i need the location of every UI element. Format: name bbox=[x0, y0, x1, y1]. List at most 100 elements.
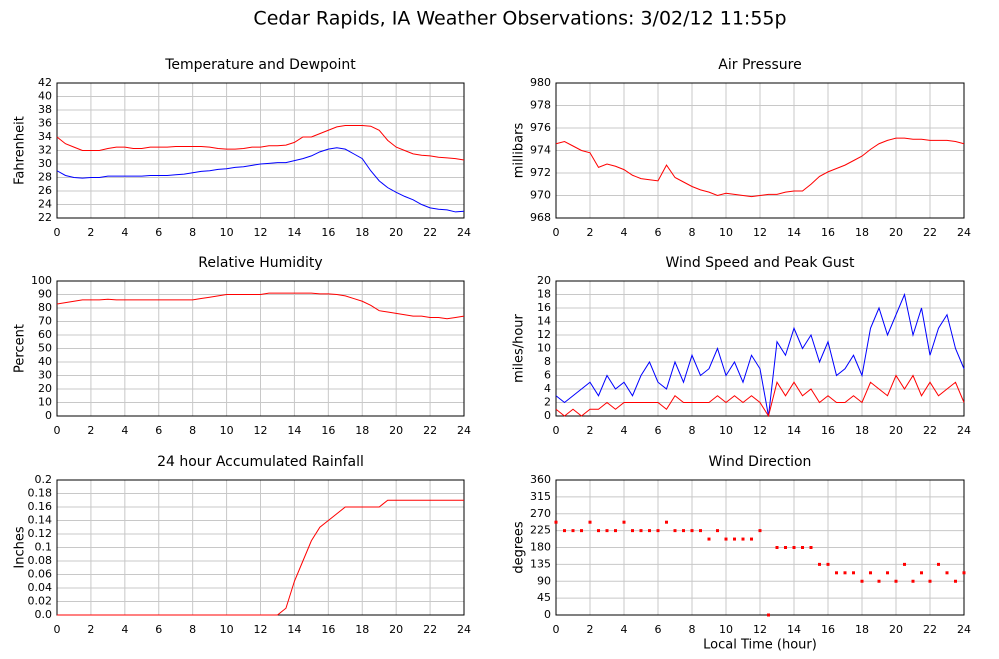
plot-frame bbox=[555, 82, 965, 219]
point bbox=[945, 571, 949, 575]
point bbox=[920, 571, 923, 575]
point bbox=[792, 546, 796, 549]
x-tick-label: 20 bbox=[389, 424, 403, 437]
series-line bbox=[555, 374, 965, 418]
point bbox=[690, 529, 694, 533]
x-tick-label: 18 bbox=[355, 226, 369, 239]
panel-title: Wind Direction bbox=[709, 454, 812, 470]
x-tick-label: 6 bbox=[155, 226, 162, 239]
x-tick-label: 24 bbox=[957, 623, 971, 636]
point bbox=[656, 529, 660, 533]
point bbox=[869, 571, 872, 575]
point bbox=[563, 529, 566, 533]
plot-frame bbox=[56, 280, 465, 417]
x-tick-label: 18 bbox=[855, 226, 869, 239]
x-tick-label: 16 bbox=[321, 424, 335, 437]
y-tick-label: 180 bbox=[530, 541, 551, 554]
x-tick-label: 16 bbox=[821, 623, 835, 636]
panel-title: Air Pressure bbox=[718, 57, 801, 73]
x-tick-label: 14 bbox=[287, 226, 301, 239]
point bbox=[605, 529, 609, 533]
x-tick-label: 24 bbox=[457, 623, 471, 636]
point bbox=[724, 537, 728, 541]
panel-title: Temperature and Dewpoint bbox=[164, 57, 356, 73]
x-tick-label: 4 bbox=[621, 424, 628, 437]
x-tick-label: 18 bbox=[855, 623, 869, 636]
point bbox=[937, 562, 940, 566]
x-tick-label: 24 bbox=[957, 226, 971, 239]
x-tick-label: 2 bbox=[587, 623, 594, 636]
x-tick-label: 14 bbox=[787, 424, 801, 437]
y-tick-label: 22 bbox=[38, 211, 52, 224]
x-tick-label: 6 bbox=[155, 424, 162, 437]
x-tick-label: 24 bbox=[457, 226, 471, 239]
plot-frame bbox=[555, 479, 965, 616]
panel-title: Wind Speed and Peak Gust bbox=[666, 255, 855, 271]
x-tick-label: 8 bbox=[689, 623, 696, 636]
y-tick-label: 968 bbox=[530, 211, 551, 224]
point bbox=[877, 579, 881, 583]
y-tick-label: 18 bbox=[537, 288, 551, 301]
point bbox=[784, 546, 787, 549]
y-tick-label: 976 bbox=[530, 121, 551, 134]
x-tick-label: 14 bbox=[287, 424, 301, 437]
x-tick-label: 8 bbox=[689, 424, 696, 437]
point bbox=[707, 537, 711, 541]
x-tick-label: 12 bbox=[753, 226, 767, 239]
x-tick-label: 12 bbox=[254, 424, 268, 437]
y-tick-label: 0 bbox=[544, 608, 551, 621]
y-tick-label: 80 bbox=[38, 301, 52, 314]
x-tick-label: 12 bbox=[254, 226, 268, 239]
x-tick-label: 2 bbox=[87, 424, 94, 437]
x-tick-label: 4 bbox=[621, 226, 628, 239]
y-tick-label: 26 bbox=[38, 184, 52, 197]
x-tick-label: 18 bbox=[355, 424, 369, 437]
y-tick-label: 270 bbox=[530, 507, 551, 520]
y-tick-label: 8 bbox=[544, 355, 551, 368]
point bbox=[673, 529, 677, 533]
x-tick-label: 6 bbox=[155, 623, 162, 636]
y-tick-label: 20 bbox=[537, 274, 551, 287]
series-line bbox=[57, 499, 464, 616]
y-tick-label: 12 bbox=[537, 328, 551, 341]
x-tick-label: 12 bbox=[254, 623, 268, 636]
y-tick-label: 38 bbox=[38, 103, 52, 116]
y-tick-label: 90 bbox=[38, 288, 52, 301]
y-tick-label: 978 bbox=[530, 99, 551, 112]
series-line bbox=[56, 292, 465, 320]
x-tick-label: 16 bbox=[821, 226, 835, 239]
y-tick-label: 36 bbox=[38, 117, 52, 130]
x-tick-label: 0 bbox=[54, 424, 61, 437]
plot-frame bbox=[555, 280, 965, 417]
point bbox=[928, 579, 932, 583]
x-tick-label: 10 bbox=[220, 424, 234, 437]
y-tick-label: 4 bbox=[544, 382, 551, 395]
x-tick-label: 20 bbox=[389, 623, 403, 636]
x-tick-label: 8 bbox=[189, 226, 196, 239]
y-tick-label: 0 bbox=[544, 409, 551, 422]
y-tick-label: 974 bbox=[530, 144, 551, 157]
x-tick-label: 4 bbox=[121, 226, 128, 239]
point bbox=[835, 571, 838, 575]
point bbox=[571, 529, 575, 533]
x-tick-label: 22 bbox=[923, 623, 937, 636]
x-tick-label: 20 bbox=[889, 623, 903, 636]
x-tick-label: 12 bbox=[753, 623, 767, 636]
y-tick-label: 10 bbox=[537, 342, 551, 355]
x-tick-label: 2 bbox=[87, 226, 94, 239]
y-tick-label: 6 bbox=[544, 369, 551, 382]
y-tick-label: 34 bbox=[38, 130, 52, 143]
x-tick-label: 20 bbox=[389, 226, 403, 239]
point bbox=[903, 562, 906, 566]
point bbox=[648, 529, 651, 533]
point bbox=[639, 529, 643, 533]
x-tick-label: 14 bbox=[787, 623, 801, 636]
x-tick-label: 8 bbox=[689, 226, 696, 239]
y-tick-label: 0.1 bbox=[35, 541, 53, 554]
y-tick-label: 32 bbox=[38, 144, 52, 157]
x-tick-label: 10 bbox=[719, 623, 733, 636]
point bbox=[597, 529, 600, 533]
point bbox=[733, 537, 736, 541]
